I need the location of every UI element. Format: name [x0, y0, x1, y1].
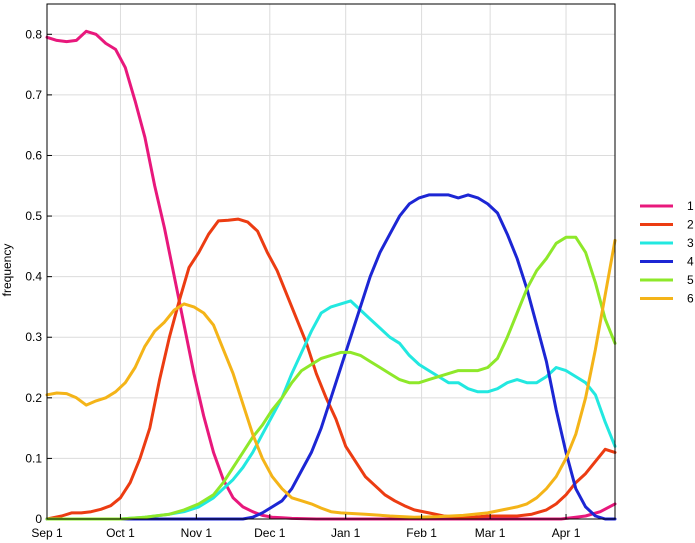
- legend-label-4: 4: [687, 255, 694, 269]
- y-tick-label: 0.6: [25, 148, 42, 162]
- series-line-2: [45, 217, 617, 521]
- legend-label-6: 6: [687, 292, 694, 306]
- legend: 1 2 3 4 5 6: [640, 199, 694, 306]
- x-tick-label: Feb 1: [406, 526, 437, 540]
- legend-label-5: 5: [687, 273, 694, 287]
- x-tick-label: Nov 1: [181, 526, 213, 540]
- x-tick-label: Apr 1: [552, 526, 581, 540]
- x-tick-label: Dec 1: [254, 526, 286, 540]
- series-line-3: [45, 299, 617, 521]
- series-lines: [45, 29, 617, 521]
- x-tick-label: Mar 1: [475, 526, 506, 540]
- series-line-4: [45, 193, 617, 521]
- legend-label-1: 1: [687, 199, 694, 213]
- series-line-6: [45, 238, 617, 519]
- plot-area-frame: [46, 3, 616, 520]
- grid-lines: [46, 4, 615, 520]
- y-tick-label: 0.8: [25, 27, 42, 41]
- series-line-5: [45, 235, 617, 521]
- x-tick-label: Jan 1: [331, 526, 361, 540]
- series-line-1: [45, 29, 617, 521]
- y-tick-label: 0.3: [25, 330, 42, 344]
- x-tick-label: Oct 1: [106, 526, 135, 540]
- x-axis-ticks: Sep 1 Oct 1 Nov 1 Dec 1 Jan 1 Feb 1 Mar 1 Apr 1: [31, 514, 581, 540]
- y-tick-label: 0.4: [25, 270, 42, 284]
- y-tick-label: 0.5: [25, 209, 42, 223]
- y-axis-ticks: 0 0.1 0.2 0.3 0.4 0.5 0.6 0.7 0.8: [25, 27, 52, 526]
- legend-label-2: 2: [687, 218, 694, 232]
- y-axis-label: frequency: [0, 244, 14, 297]
- y-tick-label: 0.7: [25, 88, 42, 102]
- legend-label-3: 3: [687, 236, 694, 250]
- y-tick-label: 0.2: [25, 391, 42, 405]
- x-tick-label: Sep 1: [31, 526, 63, 540]
- y-tick-label: 0: [35, 512, 42, 526]
- y-tick-label: 0.1: [25, 451, 42, 465]
